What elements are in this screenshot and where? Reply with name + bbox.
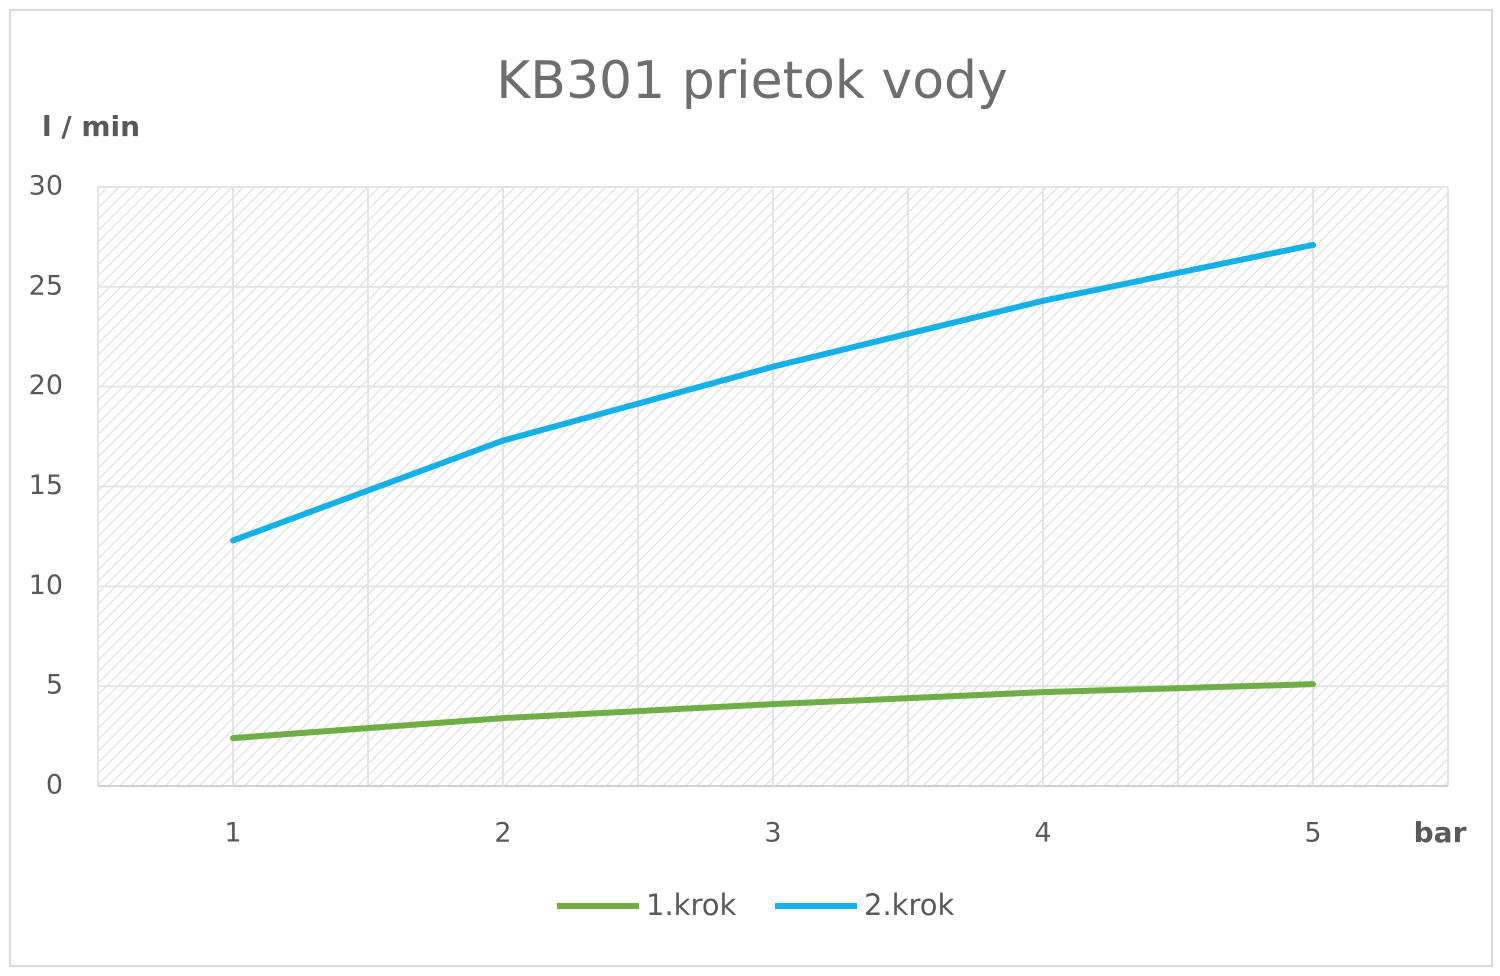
- x-tick-label: 2: [494, 818, 511, 849]
- legend-label: 1.krok: [646, 888, 736, 922]
- x-axis-title: bar: [1414, 816, 1467, 849]
- y-tick-label: 5: [46, 670, 63, 701]
- x-tick-label: 1: [224, 818, 241, 849]
- y-tick-label: 20: [29, 370, 63, 401]
- x-tick-label: 5: [1304, 818, 1321, 849]
- y-tick-label: 10: [29, 570, 63, 601]
- chart-title: KB301 prietok vody: [496, 51, 1008, 111]
- legend: 1.krok 2.krok: [557, 888, 954, 922]
- grid: 0 5 10 15 20 25 30 1 2 3 4 5: [29, 171, 1449, 849]
- y-axis-title: l / min: [42, 110, 140, 143]
- marks: [230, 241, 1316, 742]
- y-tick-label: 25: [29, 270, 63, 301]
- series-line: [230, 241, 1316, 544]
- y-tick-label: 0: [46, 770, 63, 801]
- series-line: [230, 681, 1316, 742]
- x-tick-label: 3: [764, 818, 781, 849]
- y-tick-label: 15: [29, 470, 63, 501]
- x-tick-label: 4: [1034, 818, 1051, 849]
- y-tick-label: 30: [29, 171, 63, 202]
- legend-label: 2.krok: [864, 888, 954, 922]
